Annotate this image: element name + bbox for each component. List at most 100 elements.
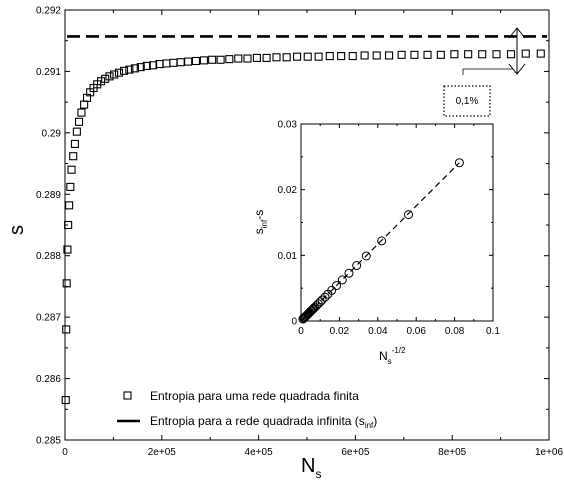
inset-fit-line bbox=[300, 162, 460, 322]
finite-lattice-point bbox=[384, 51, 394, 60]
inset-x-tick-label: 0.1 bbox=[486, 326, 500, 337]
main-y-tick-label: 0.285 bbox=[36, 436, 61, 447]
inset-x-axis-title-main: N bbox=[379, 349, 388, 363]
finite-lattice-point bbox=[303, 52, 312, 61]
inset-y-tick-label: 0 bbox=[291, 317, 297, 328]
inset-point bbox=[320, 292, 330, 302]
finite-lattice-point bbox=[464, 50, 473, 59]
inset-y-axis: 0 0.01 0.02 0.03 bbox=[278, 120, 493, 328]
finite-lattice-point bbox=[521, 49, 530, 58]
inset-x-tick-label: 0.08 bbox=[445, 326, 465, 337]
finite-lattice-point bbox=[97, 77, 106, 86]
inset-x-axis-title-sup: -1/2 bbox=[392, 346, 406, 355]
main-y-tick-label: 0.287 bbox=[36, 313, 61, 324]
inset-point bbox=[377, 236, 387, 246]
finite-lattice-point bbox=[216, 55, 225, 64]
finite-lattice-point bbox=[162, 59, 171, 68]
finite-lattice-point bbox=[450, 50, 459, 59]
inset-y-axis-title-sub: inf bbox=[260, 219, 269, 228]
finite-lattice-point bbox=[272, 53, 281, 62]
inset-point bbox=[344, 268, 354, 278]
inset-data-points bbox=[298, 158, 464, 324]
inset-plot: 0 0.02 0.04 0.06 0.08 0.1 00.010.020.03 Ns-1/… bbox=[252, 120, 500, 367]
main-y-tick-label: 0.286 bbox=[36, 374, 61, 385]
inset-x-axis-title-sub: s bbox=[388, 357, 392, 366]
finite-lattice-point bbox=[234, 54, 243, 63]
finite-lattice-point bbox=[397, 50, 406, 59]
finite-lattice-point bbox=[410, 50, 419, 59]
inset-point bbox=[317, 295, 327, 305]
finite-lattice-point bbox=[61, 396, 70, 405]
inset-x-axis-title: Ns-1/2 bbox=[379, 346, 406, 366]
finite-lattice-point bbox=[325, 52, 334, 61]
finite-lattice-point bbox=[184, 57, 193, 66]
main-plot: 0 2e+05 4e+05 6e+05 8e+05 1e+06 0.2850.2860.2… bbox=[6, 6, 563, 482]
finite-lattice-point bbox=[252, 53, 261, 62]
finite-lattice-point bbox=[423, 50, 432, 59]
main-x-axis: 0 2e+05 4e+05 6e+05 8e+05 1e+06 bbox=[62, 10, 563, 458]
finite-lattice-point bbox=[105, 72, 114, 81]
finite-lattice-point bbox=[62, 279, 71, 288]
annotation-dotted-box bbox=[443, 85, 491, 117]
finite-lattice-point bbox=[199, 56, 208, 65]
inset-x-axis: 0 0.02 0.04 0.06 0.08 0.1 bbox=[298, 124, 500, 337]
main-x-tick-label: 2e+05 bbox=[148, 447, 177, 458]
main-x-axis-title: Ns bbox=[301, 455, 321, 481]
legend-entry-infinite: Entropia para a rede quadrada infinita (… bbox=[117, 414, 377, 430]
finite-lattice-point bbox=[114, 68, 124, 77]
finite-lattice-point bbox=[65, 201, 74, 210]
finite-lattice-point bbox=[101, 74, 110, 83]
main-y-tick-label: 0.288 bbox=[36, 251, 61, 262]
annotation-leader-line bbox=[462, 68, 513, 75]
main-y-tick-label: 0.291 bbox=[36, 67, 61, 78]
finite-lattice-point bbox=[169, 58, 178, 67]
percent-annotation: 0,1% bbox=[443, 27, 526, 117]
inset-point bbox=[454, 158, 464, 168]
inset-y-axis-title: sinf-s bbox=[252, 210, 269, 234]
inset-point bbox=[352, 261, 362, 271]
main-x-axis-title-main: N bbox=[301, 455, 315, 477]
main-x-tick-label: 6e+05 bbox=[341, 447, 370, 458]
finite-lattice-point bbox=[337, 52, 346, 61]
main-x-axis-title-sub: s bbox=[315, 467, 321, 481]
finite-lattice-point bbox=[506, 50, 516, 59]
finite-lattice-point bbox=[360, 51, 369, 60]
finite-lattice-point bbox=[74, 117, 84, 126]
finite-lattice-point bbox=[80, 100, 89, 109]
finite-lattice-point bbox=[282, 53, 291, 62]
inset-y-tick-label: 0.03 bbox=[278, 120, 298, 131]
finite-lattice-point bbox=[293, 52, 302, 61]
finite-lattice-point bbox=[262, 53, 271, 62]
main-y-tick-label: 0.289 bbox=[36, 190, 61, 201]
finite-lattice-point bbox=[70, 139, 79, 148]
inset-point bbox=[327, 285, 337, 295]
finite-lattice-point bbox=[69, 152, 78, 161]
inset-point bbox=[337, 275, 347, 285]
legend-label-infinite: Entropia para a rede quadrada infinita (… bbox=[150, 414, 377, 430]
finite-lattice-point bbox=[72, 127, 81, 136]
main-x-tick-label: 8e+05 bbox=[438, 447, 467, 458]
main-x-tick-label: 1e+06 bbox=[535, 447, 564, 458]
finite-lattice-point bbox=[176, 58, 185, 67]
inset-point bbox=[332, 281, 342, 291]
finite-lattice-point bbox=[142, 61, 151, 70]
finite-lattice-point bbox=[436, 50, 445, 59]
inset-point bbox=[361, 251, 371, 261]
main-y-axis: 0.285 0.286 0.287 0.288 0.289 0.29 0.291 0.292 bbox=[36, 6, 549, 447]
main-x-tick-label: 0 bbox=[62, 447, 68, 458]
main-y-tick-label: 0.29 bbox=[42, 128, 62, 139]
finite-lattice-point bbox=[191, 56, 200, 66]
finite-lattice-point bbox=[136, 63, 145, 72]
finite-lattice-point bbox=[492, 50, 501, 59]
finite-lattice-point bbox=[348, 52, 357, 61]
finite-lattice-point bbox=[119, 66, 129, 75]
finite-lattice-point bbox=[110, 70, 119, 79]
annotation-arrow-head-top bbox=[508, 27, 526, 39]
finite-lattice-point bbox=[62, 325, 71, 334]
finite-lattice-point bbox=[243, 54, 252, 63]
inset-x-tick-label: 0 bbox=[298, 326, 304, 337]
finite-lattice-entropy-series bbox=[61, 49, 545, 405]
finite-lattice-point bbox=[208, 55, 217, 64]
legend-label-infinite-main: Entropia para a rede quadrada infinita (… bbox=[150, 414, 365, 428]
finite-lattice-point bbox=[66, 182, 75, 191]
